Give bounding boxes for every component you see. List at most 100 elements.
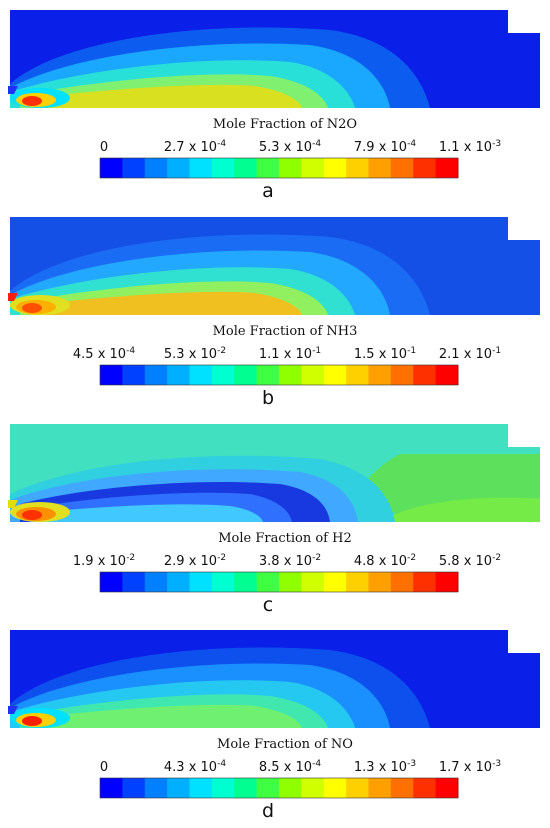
colorbar-swatch <box>435 158 459 178</box>
colorbar-tick-label: 4.8 x 10-2 <box>354 553 416 569</box>
colorbar-frame <box>99 157 459 179</box>
colorbar-swatch <box>167 778 190 798</box>
colorbar-title: Mole Fraction of NO <box>217 737 353 752</box>
colorbar-swatch <box>346 778 369 798</box>
colorbar-swatch <box>413 778 437 798</box>
colorbar-tick-label: 1.5 x 10-1 <box>354 346 416 362</box>
colorbar-swatch <box>167 158 190 178</box>
colorbar-swatch <box>301 158 325 178</box>
colorbar-swatch <box>100 158 123 178</box>
panel-d: Mole Fraction of NO 0 4.3 x 10-4 8.5 x 10-4… <box>0 620 550 827</box>
colorbar-title: Mole Fraction of N2O <box>213 117 357 132</box>
colorbar-swatch <box>256 778 280 798</box>
contour-field <box>10 10 540 108</box>
colorbar-swatch <box>234 572 258 592</box>
panel-label: c <box>263 594 273 616</box>
plume-contour-5 <box>30 704 302 728</box>
panel-a-svg: Mole Fraction of N2O 0 2.7 x 10-4 5.3 x 10-… <box>8 10 540 202</box>
colorbar-swatch <box>144 572 168 592</box>
colorbar-swatch <box>323 572 347 592</box>
colorbar-tick-label: 0 <box>100 760 108 775</box>
colorbar-tick-label: 7.9 x 10-4 <box>354 139 416 155</box>
colorbar-swatch <box>167 365 190 385</box>
colorbar-swatch <box>323 365 347 385</box>
panel-c: Mole Fraction of H2 1.9 x 10-2 2.9 x 10-2 3… <box>0 414 550 621</box>
colorbar-swatch <box>435 572 459 592</box>
core-inner <box>22 96 42 106</box>
colorbar-swatch <box>435 778 459 798</box>
colorbar-tick-label: 1.1 x 10-1 <box>259 346 321 362</box>
colorbar-swatch <box>122 365 146 385</box>
contour-field <box>10 424 540 522</box>
colorbar-swatch <box>144 365 168 385</box>
colorbar-tick-label: 3.8 x 10-2 <box>259 553 321 569</box>
colorbar-swatch <box>346 572 369 592</box>
colorbar-swatch <box>368 572 392 592</box>
colorbar-swatch <box>167 572 190 592</box>
plume-contour-5 <box>30 291 302 315</box>
plume-contour-5 <box>30 84 302 108</box>
colorbar-frame <box>99 777 459 799</box>
colorbar-swatch <box>390 365 414 385</box>
colorbar-swatch <box>413 365 437 385</box>
colorbar-title: Mole Fraction of H2 <box>218 531 351 546</box>
colorbar-tick-label: 4.3 x 10-4 <box>164 759 226 775</box>
colorbar-swatch <box>234 778 258 798</box>
colorbar-swatch <box>368 365 392 385</box>
colorbar-swatch <box>189 365 213 385</box>
colorbar-swatch <box>279 365 302 385</box>
colorbar-swatch <box>346 158 369 178</box>
colorbar-swatch <box>279 158 302 178</box>
inlet <box>8 706 18 714</box>
plume-contour-5 <box>40 504 263 522</box>
colorbar-swatch <box>435 365 459 385</box>
colorbar-swatch <box>301 572 325 592</box>
colorbar-tick-label: 2.1 x 10-1 <box>439 346 501 362</box>
colorbar-swatch <box>368 778 392 798</box>
colorbar-swatch <box>256 572 280 592</box>
colorbar-swatch <box>100 572 123 592</box>
right-region-lower <box>380 497 540 522</box>
colorbar-swatch <box>279 572 302 592</box>
panel-b-svg: Mole Fraction of NH3 4.5 x 10-4 5.3 x 10-2… <box>8 217 540 409</box>
colorbar-swatch <box>100 778 123 798</box>
colorbar-swatch <box>100 365 123 385</box>
colorbar-swatch <box>189 572 213 592</box>
colorbar-swatch <box>256 365 280 385</box>
inlet <box>8 500 18 508</box>
colorbar-swatch <box>301 778 325 798</box>
colorbar-swatch <box>234 158 258 178</box>
colorbar-frame <box>99 571 459 593</box>
colorbar-title: Mole Fraction of NH3 <box>213 324 358 339</box>
colorbar-swatch <box>256 158 280 178</box>
colorbar-swatch <box>390 778 414 798</box>
colorbar-swatch <box>122 778 146 798</box>
colorbar-frame <box>99 364 459 386</box>
inlet <box>8 293 18 301</box>
colorbar-swatch <box>413 572 437 592</box>
panel-label: d <box>262 800 274 822</box>
panel-b: Mole Fraction of NH3 4.5 x 10-4 5.3 x 10-2… <box>0 207 550 414</box>
colorbar-swatch <box>323 778 347 798</box>
core-inner <box>22 303 42 313</box>
colorbar-swatch <box>390 158 414 178</box>
colorbar-swatch <box>211 365 235 385</box>
colorbar-swatch <box>144 778 168 798</box>
colorbar-swatch <box>234 365 258 385</box>
colorbar-swatch <box>323 158 347 178</box>
contour-field <box>10 217 540 315</box>
core-inner <box>22 716 42 726</box>
colorbar-tick-label: 1.3 x 10-3 <box>354 759 416 775</box>
colorbar-tick-label: 0 <box>100 140 108 155</box>
panel-c-svg: Mole Fraction of H2 1.9 x 10-2 2.9 x 10-2 3… <box>8 424 540 616</box>
inlet <box>8 86 18 94</box>
colorbar-tick-label: 1.7 x 10-3 <box>439 759 501 775</box>
colorbar-swatch <box>211 572 235 592</box>
colorbar-swatch <box>122 572 146 592</box>
colorbar-tick-label: 2.9 x 10-2 <box>164 553 226 569</box>
panel-label: b <box>262 387 274 409</box>
colorbar-swatch <box>346 365 369 385</box>
colorbar-swatch <box>189 778 213 798</box>
panel-d-svg: Mole Fraction of NO 0 4.3 x 10-4 8.5 x 10-4… <box>8 630 540 822</box>
colorbar-tick-label: 4.5 x 10-4 <box>73 346 135 362</box>
